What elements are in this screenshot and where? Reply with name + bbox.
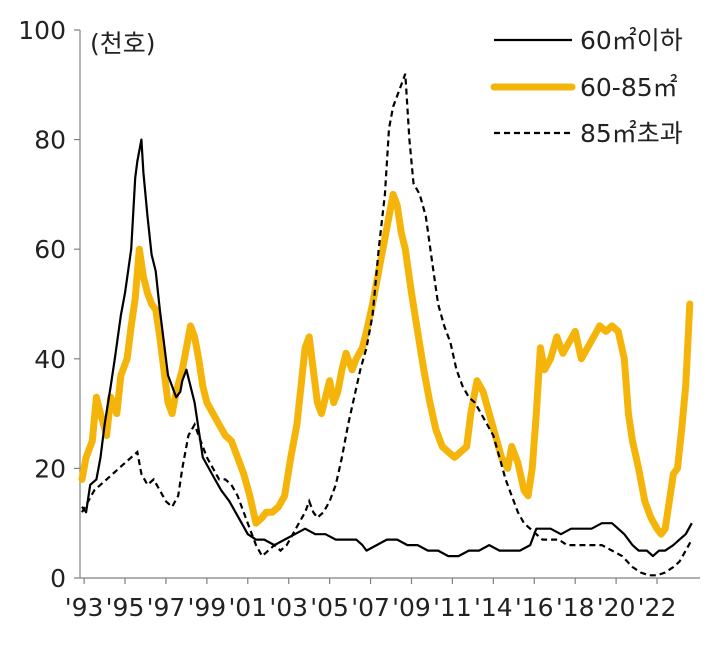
x-tick-label: '20	[597, 593, 636, 622]
x-tick-labels: '93'95'97'99'01'03'05'07'09'11'14'16'18 '…	[65, 593, 677, 622]
y-tick-label: 80	[34, 126, 66, 155]
x-tick-label: '11	[433, 593, 472, 622]
x-tick-label: '03	[269, 593, 308, 622]
y-tick-label: 0	[50, 564, 66, 593]
x-tick-label: '18	[556, 593, 595, 622]
y-tick-label: 20	[34, 454, 66, 483]
legend: 60㎡이하 60-85㎡ 85㎡초과	[490, 26, 683, 148]
x-tick-label: '14	[474, 593, 513, 622]
y-tick-label: 100	[18, 16, 66, 45]
x-tick-label: '97	[147, 593, 186, 622]
legend-label-3: 85㎡초과	[580, 119, 683, 148]
x-tick-label: '93	[65, 593, 104, 622]
chart-axes	[74, 29, 700, 584]
y-tick-labels: 0 20 40 60 80 100	[18, 16, 66, 593]
series-layer	[78, 73, 694, 577]
x-tick-label: '09	[392, 593, 431, 622]
x-tick-label: '95	[106, 593, 145, 622]
series-line-3	[81, 73, 693, 577]
y-tick-label: 60	[34, 235, 66, 264]
series-line-1	[81, 138, 693, 558]
x-tick-label: '01	[228, 593, 267, 622]
x-tick-label: '16	[515, 593, 554, 622]
x-tick-label: '05	[310, 593, 349, 622]
series-line-2	[78, 190, 694, 538]
x-tick-label: '07	[351, 593, 390, 622]
x-tick-label: '99	[188, 593, 227, 622]
x-tick-label: '22	[638, 593, 677, 622]
legend-label-1: 60㎡이하	[580, 26, 683, 55]
legend-label-2: 60-85㎡	[580, 73, 678, 102]
unit-label: (천호)	[90, 29, 156, 58]
y-tick-label: 40	[34, 345, 66, 374]
